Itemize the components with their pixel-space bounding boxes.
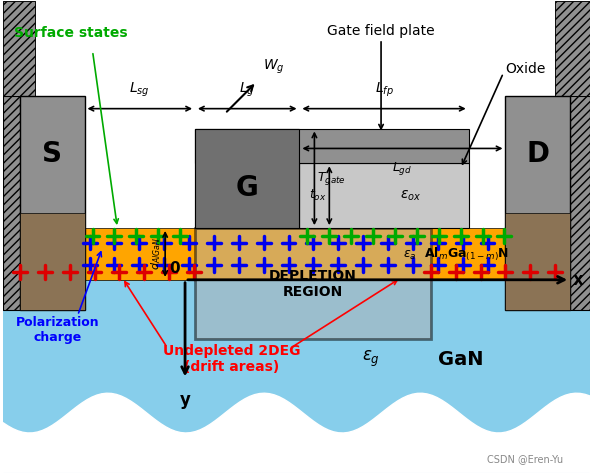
Text: Surface states: Surface states — [14, 26, 127, 40]
Bar — [195, 168, 300, 228]
Bar — [555, 1, 590, 96]
Polygon shape — [3, 393, 590, 473]
Text: $\varepsilon_a$  Al$_m$Ga$_{(1-m)}$N: $\varepsilon_a$ Al$_m$Ga$_{(1-m)}$N — [402, 245, 509, 263]
Text: GaN: GaN — [438, 350, 483, 369]
Bar — [570, 96, 590, 310]
Text: $W_g$: $W_g$ — [263, 57, 284, 76]
Text: G: G — [236, 174, 258, 202]
Text: x: x — [573, 271, 584, 289]
Bar — [3, 228, 20, 280]
Bar — [3, 1, 35, 96]
Bar — [506, 96, 570, 310]
Text: 0: 0 — [169, 261, 180, 276]
Bar — [20, 96, 84, 310]
Text: $\varepsilon_{ox}$: $\varepsilon_{ox}$ — [400, 189, 422, 203]
Text: $\varepsilon_g$: $\varepsilon_g$ — [362, 349, 380, 369]
Text: CSDN @Eren-Yu: CSDN @Eren-Yu — [487, 454, 563, 464]
Bar — [506, 213, 570, 310]
Text: $T_{gate}$: $T_{gate}$ — [317, 170, 346, 187]
Text: D: D — [526, 140, 549, 168]
Text: Gate field plate: Gate field plate — [327, 24, 435, 38]
Bar — [195, 228, 431, 339]
Text: $L_{gd}$: $L_{gd}$ — [392, 160, 412, 177]
Bar — [84, 228, 506, 280]
Bar — [300, 164, 468, 228]
Text: Polarization
charge: Polarization charge — [16, 316, 100, 344]
Text: y: y — [179, 391, 191, 409]
Text: $t_{ox}$: $t_{ox}$ — [309, 188, 326, 203]
Text: $L_{fp}$: $L_{fp}$ — [375, 81, 394, 99]
Bar — [20, 228, 84, 280]
Bar — [570, 228, 590, 280]
Text: Undepleted 2DEG
(drift areas): Undepleted 2DEG (drift areas) — [163, 344, 300, 374]
Bar — [20, 213, 84, 310]
Bar — [3, 1, 35, 96]
Bar — [195, 128, 300, 168]
Bar — [506, 228, 570, 280]
Bar — [3, 96, 20, 310]
Bar — [555, 1, 590, 96]
Text: $L_g$: $L_g$ — [240, 81, 255, 99]
Bar — [570, 96, 590, 310]
Bar — [3, 280, 590, 473]
Text: Oxide: Oxide — [506, 62, 546, 76]
Bar — [195, 128, 468, 164]
Text: $L_{sg}$: $L_{sg}$ — [129, 81, 150, 99]
Bar — [195, 128, 300, 228]
Text: $d_{AlGaN}$: $d_{AlGaN}$ — [149, 237, 163, 270]
Bar — [3, 96, 20, 310]
Text: DEPLETION
REGION: DEPLETION REGION — [269, 269, 357, 299]
Text: S: S — [42, 140, 62, 168]
